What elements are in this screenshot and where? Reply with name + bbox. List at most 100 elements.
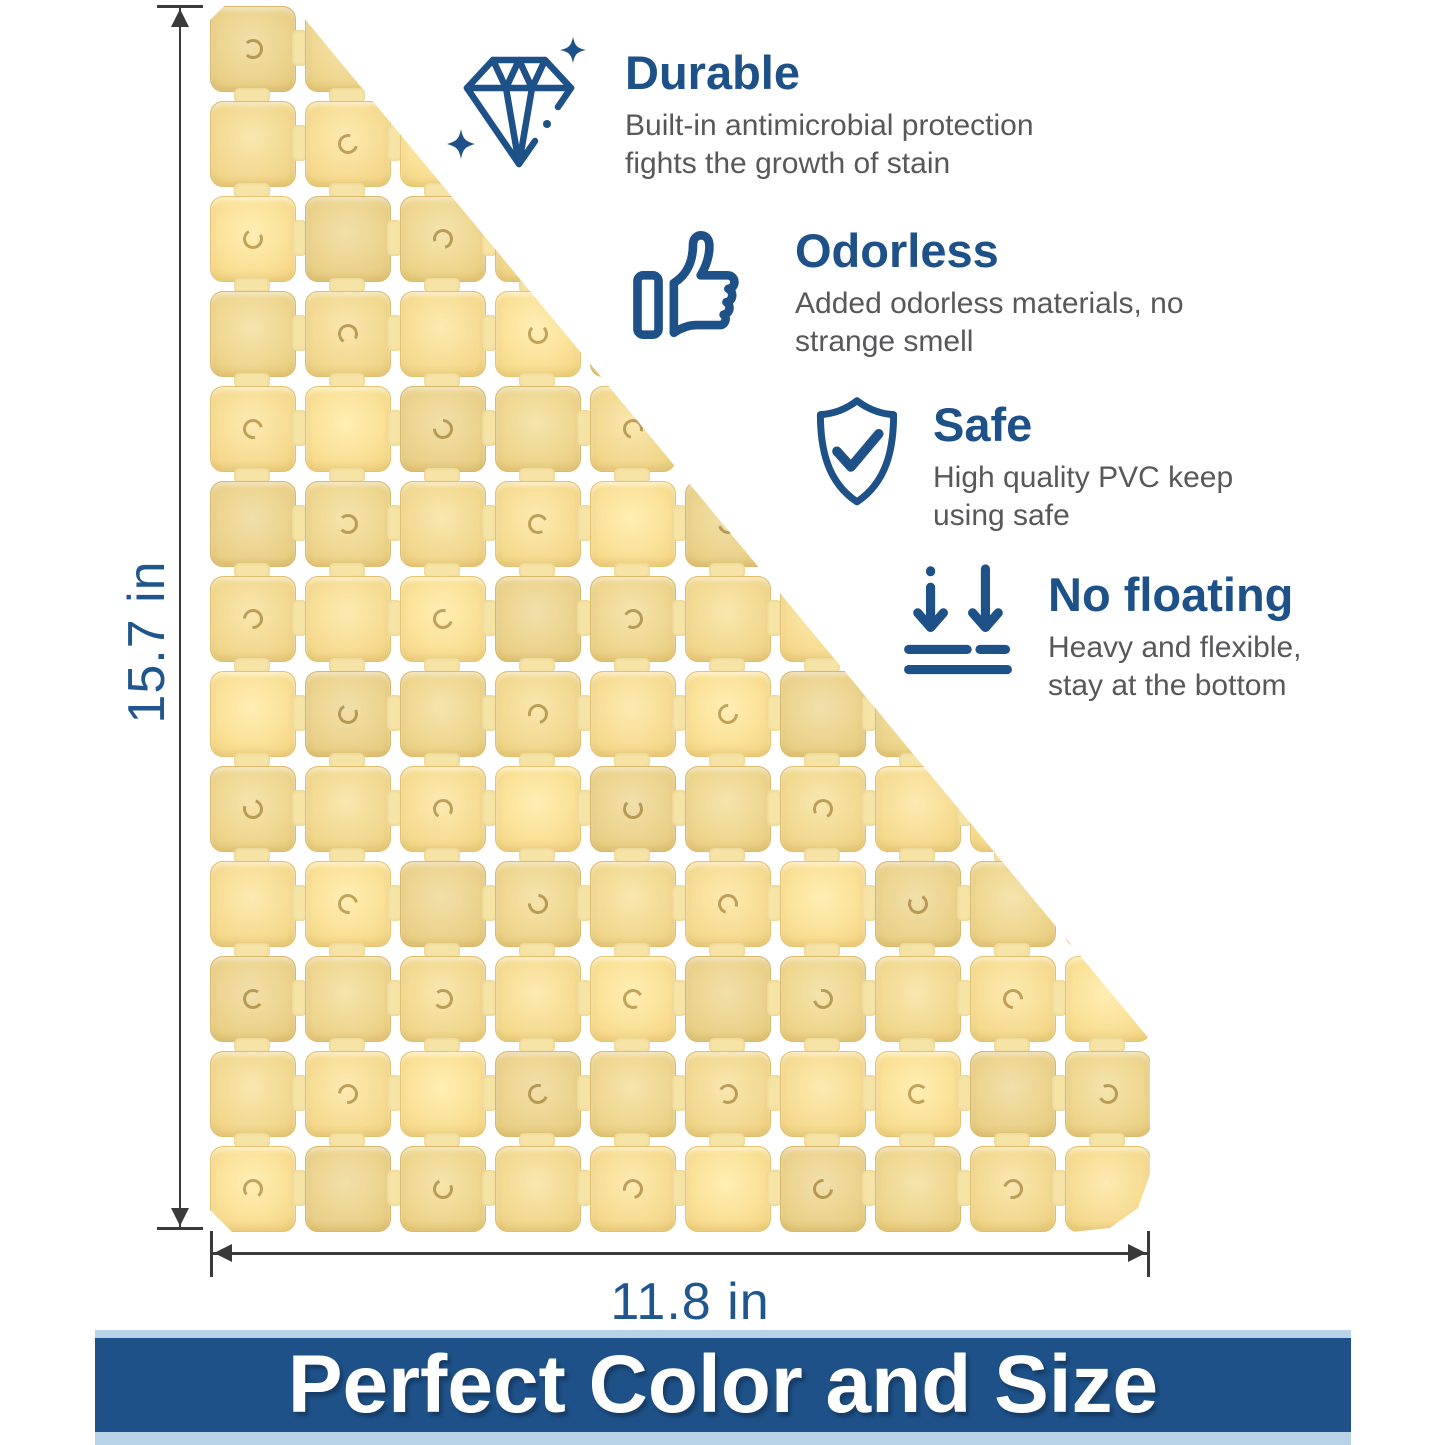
mat-square <box>305 1146 391 1232</box>
mat-square <box>685 386 771 472</box>
mat-square <box>210 766 296 852</box>
feature-description-line: fights the growth of stain <box>625 147 951 181</box>
banner-title: Perfect Color and Size <box>287 1339 1159 1430</box>
mat-connector <box>519 753 555 768</box>
mat-connector <box>709 1133 745 1148</box>
mat-connector <box>482 980 497 1016</box>
mat-square <box>685 861 771 947</box>
feature-description-line: stay at the bottom <box>1048 669 1287 703</box>
mat-connector <box>292 125 307 161</box>
mat-connector <box>482 315 497 351</box>
mat-square <box>875 956 961 1042</box>
mat-connector <box>292 220 307 256</box>
mat-square <box>1065 1146 1150 1232</box>
mat-square <box>495 1051 581 1137</box>
mat-connector <box>234 88 270 103</box>
mat-connector <box>709 753 745 768</box>
mat-connector <box>577 1075 592 1111</box>
mat-square <box>685 766 771 852</box>
suction-cup-mark <box>808 1174 838 1204</box>
mat-connector <box>862 1075 877 1111</box>
mat-connector <box>577 315 592 351</box>
mat-connector <box>767 600 782 636</box>
suction-cup-mark <box>905 891 931 917</box>
mat-square <box>495 1146 581 1232</box>
mat-square <box>495 956 581 1042</box>
suction-cup-mark <box>620 986 646 1012</box>
mat-connector <box>329 278 365 293</box>
mat-connector <box>804 753 840 768</box>
mat-connector <box>292 410 307 446</box>
mat-connector <box>577 1170 592 1206</box>
mat-connector <box>519 848 555 863</box>
mat-connector <box>329 753 365 768</box>
mat-square <box>495 196 581 282</box>
mat-connector <box>994 1038 1030 1053</box>
suction-cup-mark <box>714 890 742 918</box>
mat-square <box>590 956 676 1042</box>
mat-square <box>210 196 296 282</box>
mat-square <box>780 576 866 662</box>
mat-square <box>305 1051 391 1137</box>
mat-square <box>875 1051 961 1137</box>
mat-connector <box>614 1038 650 1053</box>
dimension-tick-left <box>210 1231 213 1277</box>
mat-square <box>780 1146 866 1232</box>
mat-connector <box>292 790 307 826</box>
suction-cup-mark <box>239 415 267 443</box>
suction-cup-mark <box>428 414 458 444</box>
mat-connector <box>424 468 460 483</box>
suction-cup-mark <box>528 324 548 344</box>
mat-connector <box>957 885 972 921</box>
suction-cup-mark <box>622 798 644 820</box>
mat-square <box>400 956 486 1042</box>
mat-square <box>590 1051 676 1137</box>
dimension-tick-bottom <box>157 1227 203 1230</box>
mat-connector <box>862 980 877 1016</box>
mat-square <box>210 1146 296 1232</box>
mat-square <box>305 956 391 1042</box>
suction-cup-mark <box>430 1176 456 1202</box>
suction-cup-mark <box>809 985 837 1013</box>
suction-cup-mark <box>432 988 454 1010</box>
mat-connector <box>387 1075 402 1111</box>
mat-square <box>400 671 486 757</box>
suction-cup-mark <box>523 889 553 919</box>
banner-bar: Perfect Color and Size <box>95 1338 1351 1432</box>
mat-connector <box>1052 1075 1067 1111</box>
mat-square <box>305 196 391 282</box>
suction-cup-mark <box>998 984 1028 1014</box>
suction-cup-mark <box>999 1175 1027 1203</box>
mat-connector <box>614 1133 650 1148</box>
mat-square <box>590 671 676 757</box>
width-dimension-label: 11.8 in <box>610 1273 770 1331</box>
mat-connector <box>387 600 402 636</box>
suction-cup-mark <box>243 39 263 59</box>
feature-description-line: Added odorless materials, no <box>795 287 1184 321</box>
mat-connector <box>387 220 402 256</box>
mat-connector <box>292 30 307 66</box>
suction-cup-mark <box>240 226 266 252</box>
mat-square <box>590 766 676 852</box>
diamond-sparkle-icon <box>445 36 595 186</box>
mat-connector <box>577 790 592 826</box>
mat-connector <box>234 373 270 388</box>
mat-connector <box>957 1075 972 1111</box>
mat-square <box>210 386 296 472</box>
mat-square <box>970 861 1056 947</box>
mat-connector <box>482 1170 497 1206</box>
suction-cup-mark <box>999 795 1027 823</box>
mat-connector <box>994 1133 1030 1148</box>
suction-cup-mark <box>524 1080 552 1108</box>
mat-square <box>875 766 961 852</box>
suction-cup-mark <box>334 130 362 158</box>
mat-connector <box>292 315 307 351</box>
mat-connector <box>614 658 650 673</box>
arrowhead-up-icon <box>171 9 189 27</box>
mat-connector <box>672 980 687 1016</box>
mat-square <box>305 101 391 187</box>
mat-connector <box>804 848 840 863</box>
mat-connector <box>424 373 460 388</box>
mat-connector <box>482 790 497 826</box>
